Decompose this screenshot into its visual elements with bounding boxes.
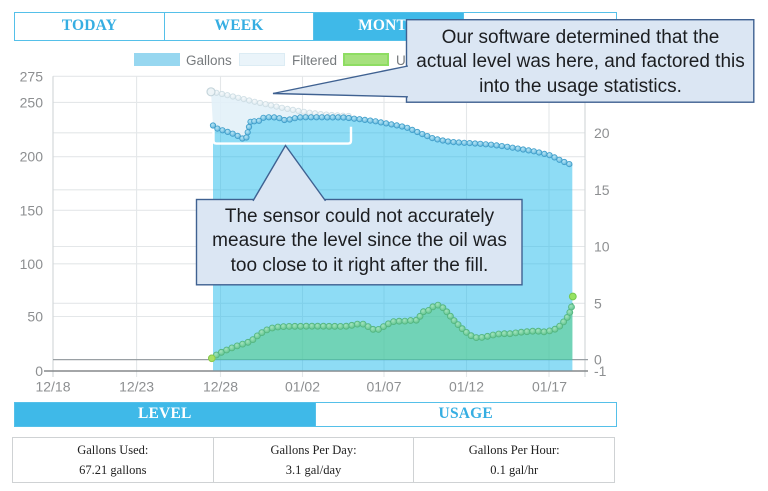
svg-text:0: 0 — [594, 351, 602, 367]
svg-text:20: 20 — [594, 125, 610, 141]
svg-text:01/02: 01/02 — [285, 379, 320, 395]
svg-text:0: 0 — [35, 363, 43, 379]
svg-text:50: 50 — [27, 309, 43, 325]
svg-text:250: 250 — [20, 94, 44, 110]
svg-text:01/17: 01/17 — [532, 379, 567, 395]
svg-text:-1: -1 — [594, 363, 607, 379]
svg-text:150: 150 — [20, 202, 44, 218]
svg-text:200: 200 — [20, 149, 44, 165]
svg-text:275: 275 — [20, 68, 44, 84]
svg-text:100: 100 — [20, 256, 44, 272]
svg-text:5: 5 — [594, 295, 602, 311]
svg-text:12/28: 12/28 — [203, 379, 238, 395]
svg-text:10: 10 — [594, 239, 610, 255]
svg-text:01/07: 01/07 — [366, 379, 401, 395]
svg-text:12/18: 12/18 — [35, 379, 70, 395]
svg-text:12/23: 12/23 — [119, 379, 154, 395]
svg-text:15: 15 — [594, 182, 610, 198]
svg-text:01/12: 01/12 — [449, 379, 484, 395]
